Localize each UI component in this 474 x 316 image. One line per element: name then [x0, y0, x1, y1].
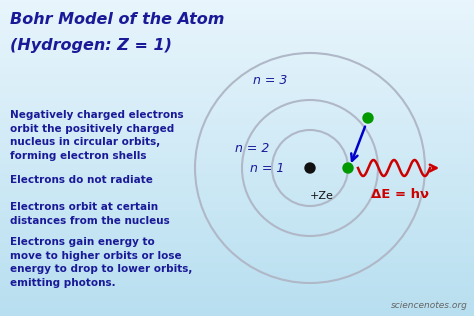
Text: n = 2: n = 2: [235, 142, 269, 155]
Text: Electrons do not radiate: Electrons do not radiate: [10, 175, 153, 185]
Text: n = 1: n = 1: [250, 161, 284, 174]
Text: Electrons gain energy to
move to higher orbits or lose
energy to drop to lower o: Electrons gain energy to move to higher …: [10, 237, 192, 288]
Text: Negatively charged electrons
orbit the positively charged
nucleus in circular or: Negatively charged electrons orbit the p…: [10, 110, 183, 161]
Text: (Hydrogen: Z = 1): (Hydrogen: Z = 1): [10, 38, 172, 53]
Text: sciencenotes.org: sciencenotes.org: [391, 301, 468, 310]
Circle shape: [343, 163, 353, 173]
Text: +Ze: +Ze: [310, 191, 334, 201]
Circle shape: [305, 163, 315, 173]
Text: ΔE = hν: ΔE = hν: [371, 189, 429, 202]
Circle shape: [363, 113, 373, 123]
Text: n = 3: n = 3: [253, 74, 287, 87]
Text: Electrons orbit at certain
distances from the nucleus: Electrons orbit at certain distances fro…: [10, 202, 170, 226]
Text: Bohr Model of the Atom: Bohr Model of the Atom: [10, 12, 224, 27]
